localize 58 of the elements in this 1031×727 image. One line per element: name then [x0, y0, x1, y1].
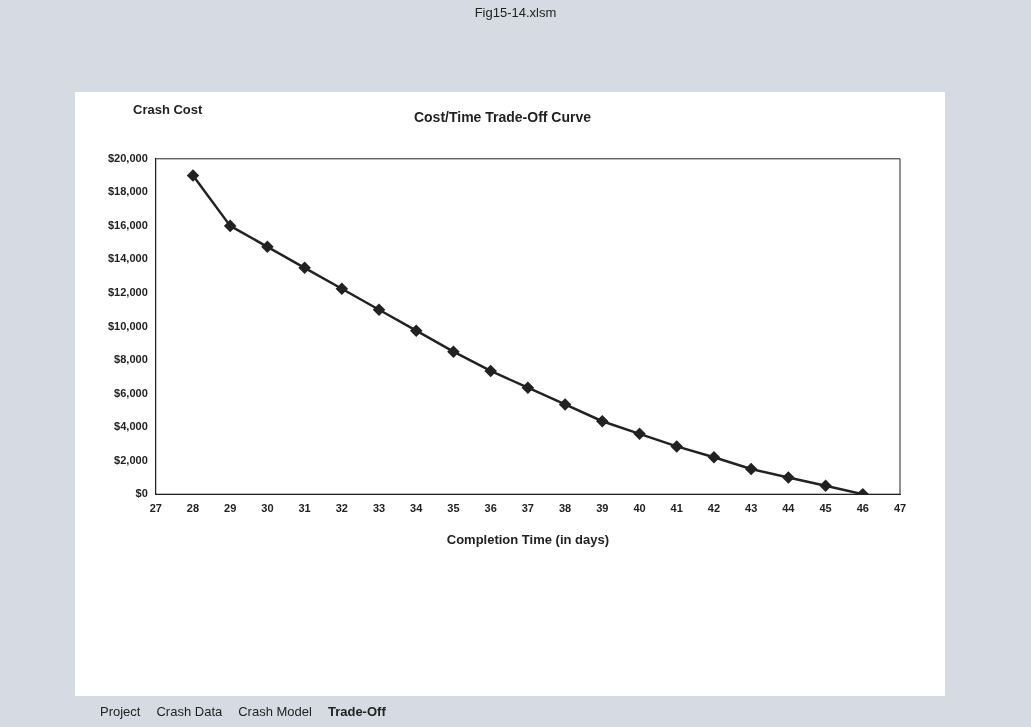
- x-tick-label: 30: [261, 501, 274, 514]
- point: [373, 303, 385, 316]
- y-tick-label: $16,000: [108, 218, 148, 231]
- x-tick-label: 38: [558, 501, 572, 514]
- x-tick-label: 29: [224, 501, 237, 514]
- x-tick-label: 31: [298, 501, 311, 514]
- y-tick-label: $4,000: [114, 420, 148, 433]
- point: [708, 451, 720, 464]
- text: Crash Model: [238, 704, 312, 719]
- y-tick-label: $18,000: [108, 185, 148, 198]
- text: Crash Data: [156, 704, 223, 719]
- point: [745, 463, 757, 475]
- x-tick-label: 46: [856, 501, 869, 514]
- y-tick-label: $10,000: [108, 319, 148, 332]
- y-tick-label: $8,000: [114, 353, 148, 366]
- x-tick-label: 37: [521, 501, 535, 514]
- point: [336, 283, 348, 295]
- x-tick-label: 32: [335, 501, 348, 514]
- y-tick-label: $20,000: [108, 151, 148, 164]
- point: [633, 428, 646, 440]
- x-tick-label: 33: [372, 501, 386, 514]
- chart-title: Cost/Time Trade-Off Curve: [413, 109, 592, 126]
- point: [224, 220, 236, 232]
- x-tick-label: 47: [893, 501, 907, 514]
- x-tick-label: 40: [633, 501, 646, 514]
- x-axis-title: Completion Time (in days): [446, 531, 610, 547]
- x-tick-label: 42: [707, 501, 721, 514]
- point: [522, 381, 534, 394]
- x-tick-label: 39: [596, 501, 609, 514]
- caption: Fig15-14.xlsm: [473, 4, 558, 22]
- x-tick-label: 45: [819, 501, 832, 514]
- y-tick-label: $0: [135, 487, 148, 500]
- point: [819, 480, 832, 492]
- point: [298, 262, 311, 274]
- point: [782, 471, 795, 484]
- point: [261, 241, 274, 253]
- y-tick-label: $2,000: [114, 453, 148, 466]
- point: [484, 365, 497, 377]
- text: Project: [100, 704, 141, 719]
- point: [187, 169, 199, 182]
- y-axis-title: Crash Cost: [133, 102, 203, 117]
- point: [596, 415, 609, 427]
- x-tick-label: 28: [186, 501, 200, 514]
- point: [670, 440, 683, 453]
- x-tick-label: 43: [745, 501, 758, 514]
- x-tick-label: 44: [782, 501, 796, 514]
- x-tick-label: 35: [447, 501, 460, 514]
- x-tick-label: 41: [670, 501, 683, 514]
- point: [410, 324, 422, 337]
- point: [559, 398, 571, 411]
- y-tick-label: $12,000: [108, 285, 148, 298]
- point: [447, 345, 460, 358]
- x-tick-label: 34: [410, 501, 424, 514]
- x-tick-label: 27: [149, 501, 162, 514]
- text: Trade-Off: [327, 704, 386, 719]
- y-tick-label: $14,000: [108, 252, 148, 265]
- y-tick-label: $6,000: [114, 386, 148, 399]
- x-tick-label: 36: [484, 501, 497, 514]
